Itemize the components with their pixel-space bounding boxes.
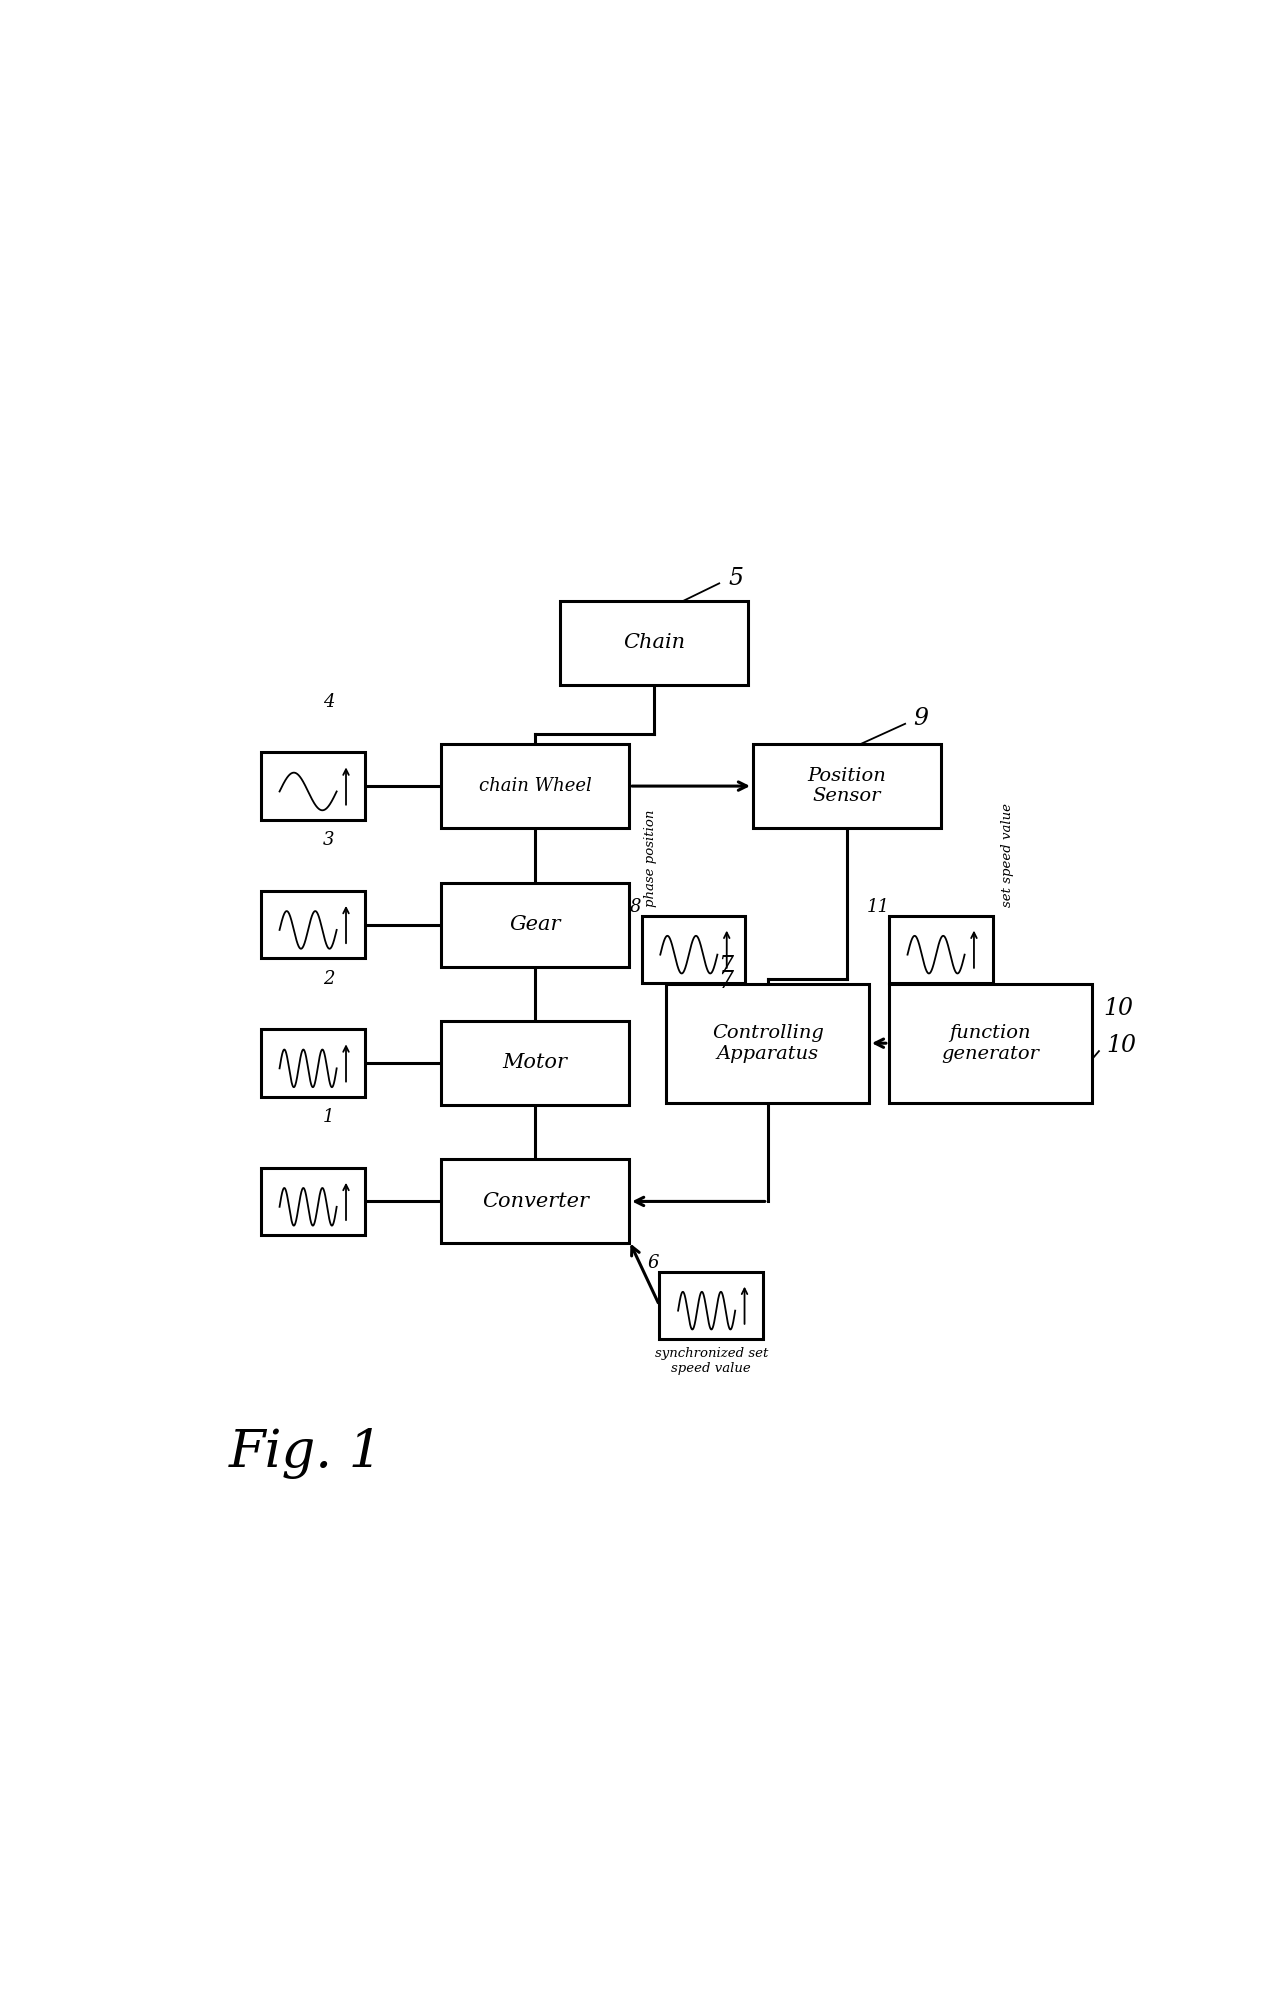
Text: set speed value: set speed value — [1002, 803, 1014, 907]
Bar — [441, 1160, 629, 1244]
Bar — [666, 983, 869, 1102]
Text: Fig. 1: Fig. 1 — [228, 1429, 383, 1479]
Bar — [889, 983, 1091, 1102]
Text: Motor: Motor — [503, 1054, 568, 1072]
Bar — [441, 1022, 629, 1106]
Bar — [889, 915, 993, 983]
Text: Controlling
Apparatus: Controlling Apparatus — [712, 1024, 823, 1062]
Bar — [260, 1030, 365, 1096]
Text: 6: 6 — [647, 1254, 658, 1272]
Text: Gear: Gear — [509, 915, 561, 933]
Bar — [753, 745, 940, 829]
Text: function
generator: function generator — [942, 1024, 1039, 1062]
Bar — [260, 1168, 365, 1234]
Text: 8: 8 — [629, 897, 641, 915]
Text: chain Wheel: chain Wheel — [478, 777, 592, 795]
Bar — [441, 883, 629, 967]
Bar — [642, 915, 745, 983]
Text: 10: 10 — [1106, 1034, 1136, 1056]
Text: 9: 9 — [914, 706, 928, 731]
Text: Converter: Converter — [482, 1192, 588, 1210]
Text: 1: 1 — [323, 1108, 334, 1126]
Text: 7: 7 — [718, 955, 734, 977]
Text: phase position: phase position — [644, 809, 657, 907]
Text: 5: 5 — [729, 566, 743, 590]
Text: 3: 3 — [323, 831, 334, 849]
Bar — [260, 891, 365, 957]
Text: 10: 10 — [1102, 997, 1133, 1020]
Bar — [560, 600, 748, 684]
Text: Chain: Chain — [623, 632, 685, 652]
Text: synchronized set
speed value: synchronized set speed value — [655, 1347, 768, 1375]
Text: 4: 4 — [323, 692, 334, 710]
Text: 7: 7 — [718, 971, 734, 993]
Bar — [660, 1272, 763, 1339]
Bar — [441, 745, 629, 829]
Text: 11: 11 — [866, 897, 889, 915]
Bar — [260, 753, 365, 819]
Text: 2: 2 — [323, 969, 334, 987]
Text: Position
Sensor: Position Sensor — [808, 767, 886, 805]
